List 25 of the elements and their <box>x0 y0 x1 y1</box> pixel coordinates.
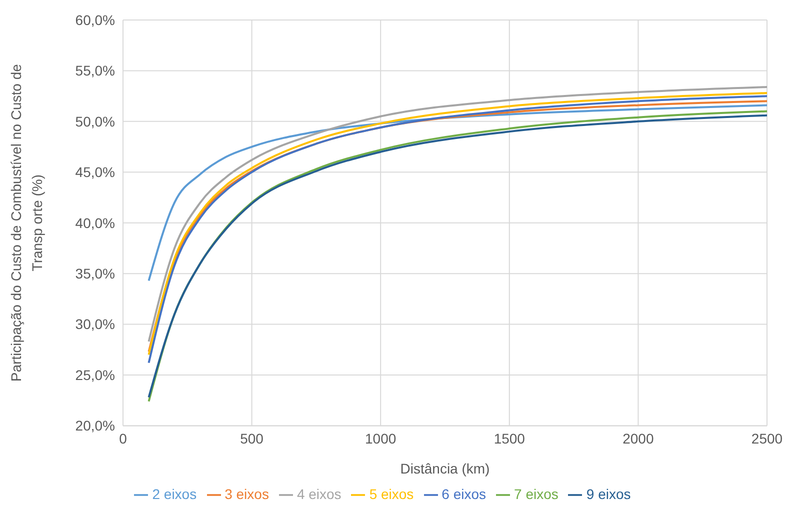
x-axis-title: Distância (km) <box>400 460 490 477</box>
legend-label: 7 eixos <box>514 486 558 502</box>
y-tick-label: 25,0% <box>75 366 115 383</box>
y-tick-label: 35,0% <box>75 266 115 282</box>
legend-label: 2 eixos <box>152 486 197 502</box>
legend-label: 9 eixos <box>586 486 631 502</box>
y-tick-label: 55,0% <box>75 62 115 79</box>
x-tick-label: 0 <box>119 430 128 447</box>
line-series <box>148 104 767 282</box>
x-tick-label: 2000 <box>622 430 654 447</box>
y-tick-label: 40,0% <box>75 214 115 231</box>
legend-label: 6 eixos <box>442 486 486 502</box>
y-tick-label: 50,0% <box>75 113 115 130</box>
legend-label: 5 eixos <box>369 486 414 502</box>
y-tick-label: 30,0% <box>75 316 115 332</box>
x-tick-label: 1500 <box>494 430 526 447</box>
y-tick-label: 45,0% <box>75 164 115 180</box>
legend-label: 3 eixos <box>224 486 269 502</box>
legend-label: 4 eixos <box>296 486 342 502</box>
y-tick-label: 20,0% <box>75 418 115 434</box>
x-tick-label: 1000 <box>365 430 396 447</box>
y-axis-title: Participação do Custo de Combustível no Custo de Transp orte (%) <box>8 64 45 382</box>
y-tick-label: 60,0% <box>75 12 115 28</box>
x-tick-label: 500 <box>240 430 264 447</box>
x-tick-label: 2500 <box>751 430 783 447</box>
